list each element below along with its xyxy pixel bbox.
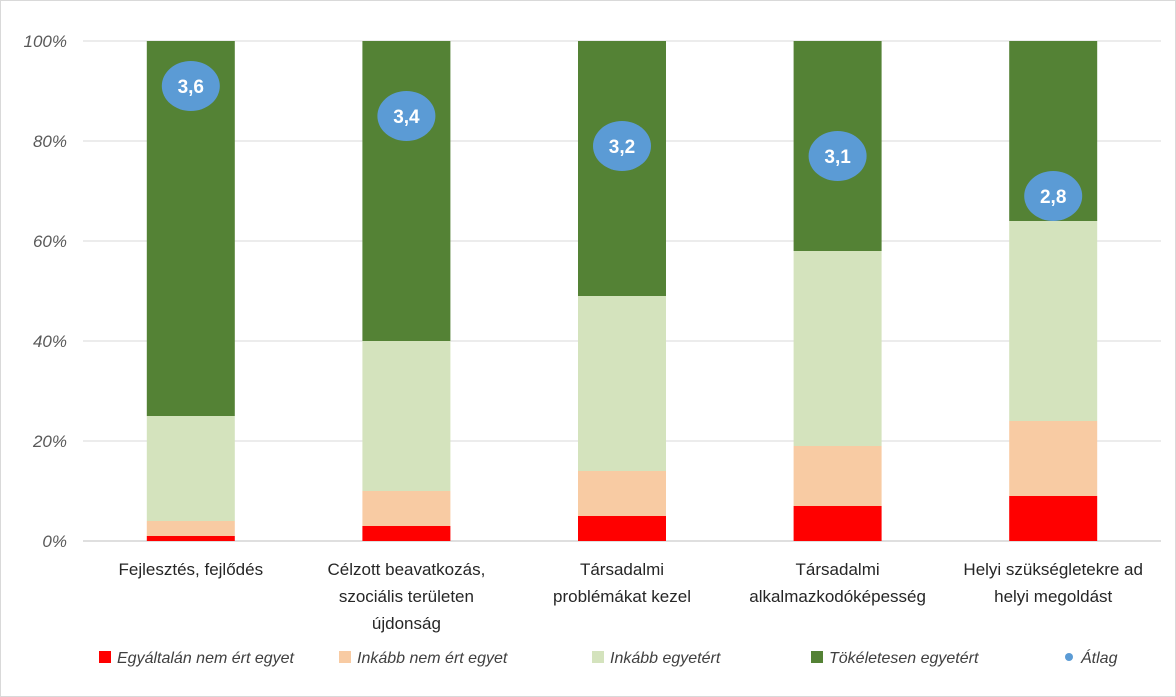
average-marker [1024,171,1083,221]
legend-swatch [811,651,823,663]
legend-item: Inkább egyetért [592,650,721,667]
bar-segment-1-cat-3 [578,516,666,541]
category-label: Helyi szükségletekre ad [963,560,1143,579]
y-tick-label: 80% [33,132,67,151]
average-label: 2,8 [1040,187,1066,208]
category-label: Társadalmi [796,560,880,579]
bar-segment-3-cat-3 [578,296,666,471]
legend-label: Egyáltalán nem ért egyet [117,650,295,667]
y-tick-label: 60% [33,232,67,251]
average-marker [593,121,651,171]
y-tick-label: 20% [32,432,67,451]
bar-segment-3-cat-2 [362,341,451,491]
legend-swatch [99,651,111,663]
category-label: szociális területen [339,587,474,606]
bar-segment-2-cat-2 [362,491,451,526]
category-label: Fejlesztés, fejlődés [119,560,264,579]
average-markers: 3,6 3,4 3,2 3,1 2,8 [161,61,1083,221]
bar-segment-1-cat-2 [362,526,451,541]
average-marker [377,91,436,141]
legend-swatch [592,651,604,663]
average-label: 3,2 [609,137,635,158]
bars [146,41,1098,541]
legend-item: Átlag [1065,648,1118,667]
y-tick-label: 40% [33,332,67,351]
legend-label: Inkább nem ért egyet [357,650,508,667]
y-tick-label: 0% [42,532,67,551]
bar-segment-3-cat-1 [146,416,235,521]
legend-swatch [339,651,351,663]
category-label: újdonság [372,614,441,633]
average-label: 3,6 [178,77,204,98]
y-axis-ticks: 0% 20% 40% 60% 80% 100% [24,32,67,551]
bar-segment-3-cat-4 [793,251,882,446]
legend-swatch [1065,653,1073,661]
bar-segment-2-cat-5 [1009,421,1098,496]
legend-item: Tökéletesen egyetért [811,650,979,667]
average-label: 3,1 [824,147,851,168]
category-label: Társadalmi [580,560,664,579]
legend-label: Tökéletesen egyetért [829,650,979,667]
average-label: 3,4 [393,107,420,128]
category-label: alkalmazkodóképesség [749,587,926,606]
legend-item: Inkább nem ért egyet [339,650,508,667]
bar-segment-2-cat-3 [578,471,666,516]
legend-label: Átlag [1080,648,1118,667]
category-label: helyi megoldást [994,587,1112,606]
y-tick-label: 100% [24,32,67,51]
bar-segment-1-cat-5 [1009,496,1098,541]
bar-segment-3-cat-5 [1009,221,1098,421]
x-axis-labels: Fejlesztés, fejlődés Célzott beavatkozás,… [119,560,1143,633]
legend: Egyáltalán nem ért egyet Inkább nem ért e… [99,648,1118,667]
bar-segment-4-cat-2 [362,41,451,341]
bar-segment-1-cat-1 [146,536,235,541]
bar-segment-2-cat-1 [146,521,235,536]
category-label: Célzott beavatkozás, [327,560,485,579]
bar-segment-2-cat-4 [793,446,882,506]
category-label: problémákat kezel [553,587,691,606]
legend-label: Inkább egyetért [610,650,721,667]
average-marker [808,131,867,181]
bar-segment-1-cat-4 [793,506,882,541]
legend-item: Egyáltalán nem ért egyet [99,650,295,667]
average-marker [161,61,220,111]
